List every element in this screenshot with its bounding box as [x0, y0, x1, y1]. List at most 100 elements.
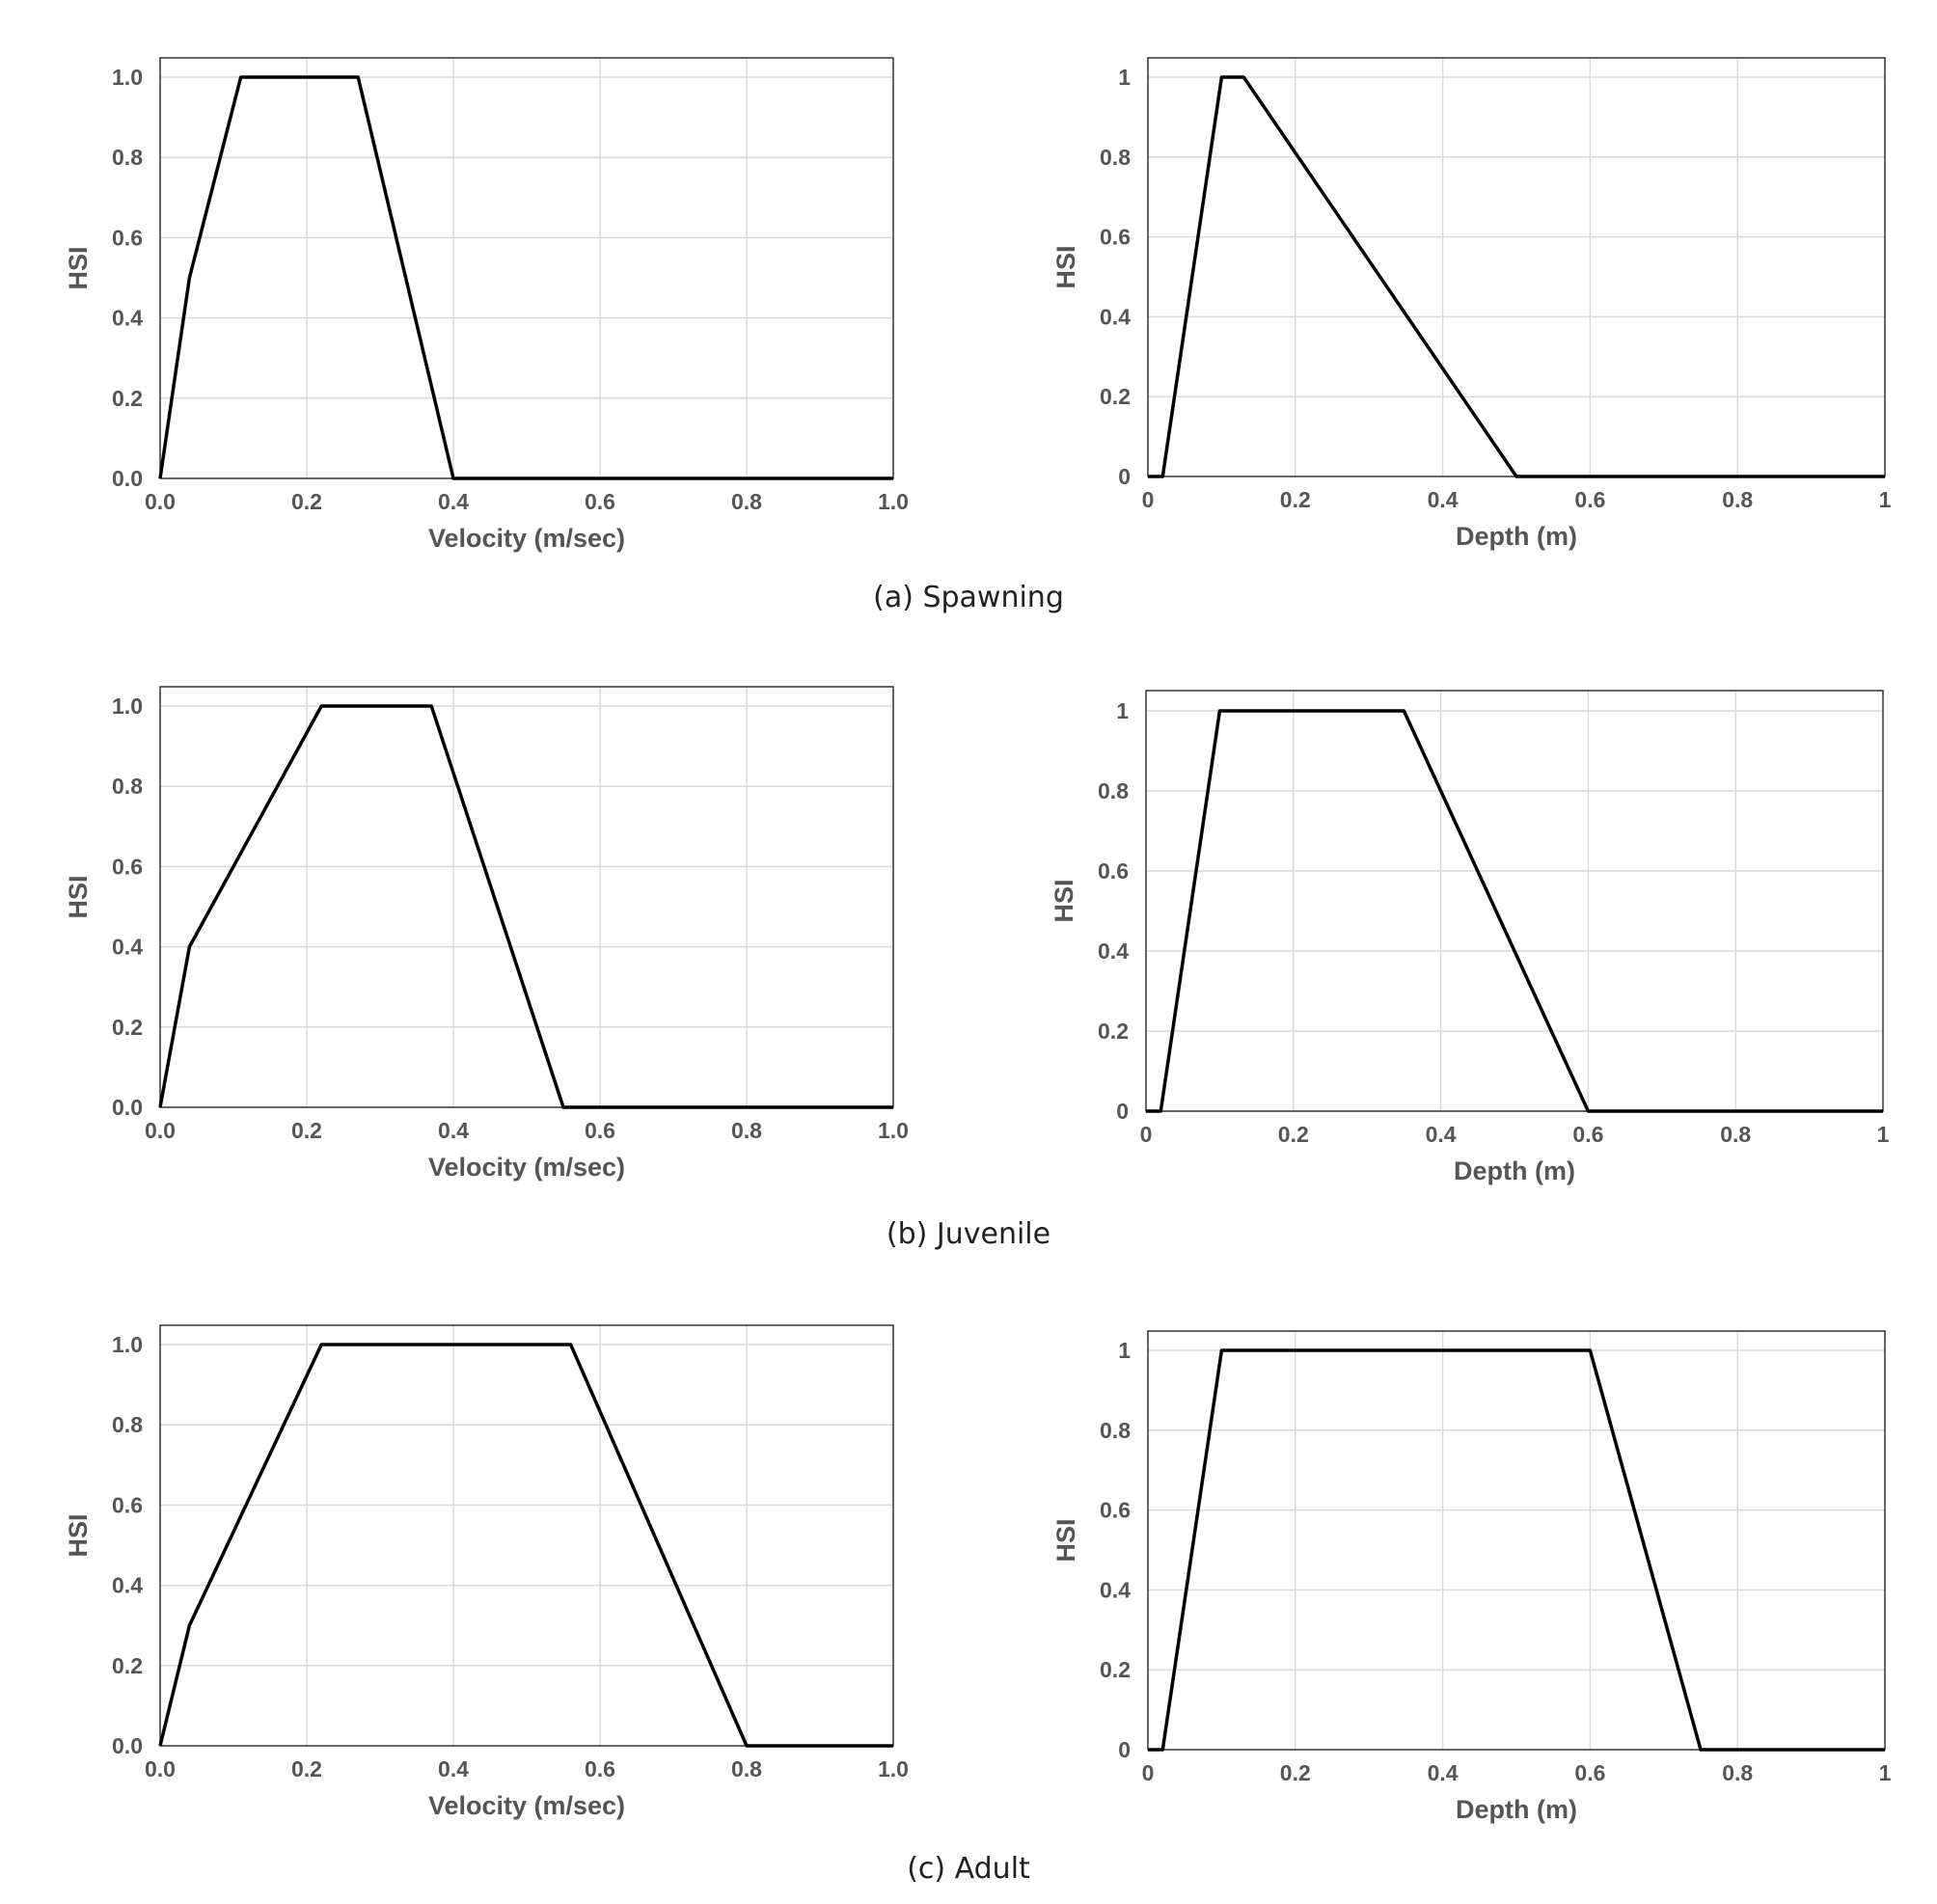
hsi-series-line	[1146, 709, 1883, 1113]
x-tick-label: 0.8	[1720, 1122, 1751, 1147]
caption-juvenile: (b) Juvenile	[886, 1217, 1051, 1251]
y-tick-label: 0.8	[1098, 778, 1129, 803]
y-tick-label: 0.6	[1100, 1498, 1131, 1523]
y-tick-label: 1.0	[112, 694, 143, 719]
y-tick-label: 0.4	[1098, 938, 1129, 964]
hsi-series-line	[158, 1343, 893, 1748]
x-tick-label: 0.2	[291, 1756, 322, 1782]
chart-panel-4: 0 0.2 0.4 0.6 0.8 1 0 0.2 0.4 0.6 0.8 1 Depth (m) HSI	[1050, 690, 1890, 1185]
y-axis-label: HSI	[64, 246, 93, 289]
plot-frame	[159, 57, 894, 479]
x-tick-label: 0.8	[731, 489, 762, 514]
plot-frame	[1147, 57, 1886, 477]
x-tick-label: 0.4	[438, 1118, 469, 1143]
y-tick-label: 0.2	[1098, 1019, 1129, 1044]
y-tick-label: 0	[1116, 1099, 1129, 1124]
y-tick-label: 0.8	[1100, 145, 1131, 170]
x-tick-label: 1	[1879, 1760, 1892, 1785]
x-axis-label: Depth (m)	[1454, 1156, 1575, 1185]
x-tick-label: 0	[1142, 1760, 1155, 1785]
y-tick-label: 0.2	[1100, 1657, 1131, 1682]
caption-adult: (c) Adult	[907, 1852, 1030, 1886]
y-tick-label: 0.8	[112, 145, 143, 170]
y-tick-label: 0	[1118, 464, 1131, 489]
y-tick-label: 0.8	[1100, 1418, 1131, 1443]
y-tick-label: 0.6	[112, 854, 143, 879]
y-tick-label: 0.4	[112, 1573, 143, 1598]
y-tick-label: 0.0	[112, 1095, 143, 1120]
x-tick-label: 0.6	[585, 489, 615, 514]
y-axis-label: HSI	[64, 875, 93, 918]
chart-panel-2: 0 0.2 0.4 0.6 0.8 1 0 0.2 0.4 0.6 0.8 1 Depth (m) HSI	[1051, 57, 1892, 551]
y-tick-label: 0.0	[112, 1733, 143, 1758]
x-tick-label: 0.6	[585, 1756, 615, 1782]
x-tick-label: 0.8	[1722, 487, 1753, 512]
x-tick-label: 0.2	[291, 489, 322, 514]
x-tick-label: 1.0	[878, 1118, 909, 1143]
hsi-series-line	[158, 75, 893, 480]
x-tick-label: 0.4	[1426, 1122, 1457, 1147]
y-tick-label: 0.4	[112, 935, 143, 960]
y-tick-label: 0.2	[112, 386, 143, 411]
x-tick-label: 0.4	[438, 1756, 469, 1782]
x-tick-label: 0.8	[731, 1118, 762, 1143]
chart-panel-6: 0 0.2 0.4 0.6 0.8 1 0 0.2 0.4 0.6 0.8 1 Depth (m) HSI	[1051, 1330, 1892, 1824]
y-tick-label: 0.2	[112, 1653, 143, 1678]
x-tick-label: 1.0	[878, 489, 909, 514]
x-tick-label: 0.0	[145, 1118, 176, 1143]
plot-frame	[159, 1324, 894, 1747]
hsi-series-line	[1148, 75, 1885, 478]
x-tick-label: 0.0	[145, 489, 176, 514]
y-tick-label: 1.0	[112, 1332, 143, 1357]
x-tick-label: 1.0	[878, 1756, 909, 1782]
chart-panel-5: 0.0 0.2 0.4 0.6 0.8 1.0 0.0 0.2 0.4 0.6 0.8 1.0 Velo…	[64, 1324, 909, 1820]
y-axis-label: HSI	[1050, 879, 1078, 922]
y-tick-label: 1	[1118, 65, 1131, 90]
x-axis-label: Depth (m)	[1456, 522, 1577, 551]
x-tick-label: 0.2	[1280, 1760, 1311, 1785]
x-tick-label: 0.6	[1574, 1760, 1605, 1785]
x-axis-label: Depth (m)	[1456, 1795, 1577, 1824]
caption-spawning: (a) Spawning	[873, 581, 1064, 614]
y-tick-label: 0.8	[112, 1412, 143, 1437]
x-axis-label: Velocity (m/sec)	[428, 1791, 625, 1820]
hsi-series-line	[1148, 1348, 1885, 1752]
y-tick-label: 1	[1118, 1338, 1131, 1363]
x-tick-label: 1	[1877, 1122, 1890, 1147]
y-tick-label: 1.0	[112, 65, 143, 90]
x-tick-label: 0.2	[291, 1118, 322, 1143]
x-tick-label: 0.4	[1428, 487, 1459, 512]
y-tick-label: 0.6	[1100, 225, 1131, 250]
plot-frame	[159, 686, 894, 1108]
x-tick-label: 1	[1879, 487, 1892, 512]
y-tick-label: 0.6	[1098, 858, 1129, 884]
x-tick-label: 0.2	[1278, 1122, 1309, 1147]
y-tick-label: 1	[1116, 698, 1129, 723]
plot-frame	[1147, 1330, 1886, 1751]
plot-frame	[1145, 690, 1884, 1112]
y-axis-label: HSI	[1051, 1518, 1080, 1562]
y-tick-label: 0.4	[1100, 1577, 1131, 1602]
x-tick-label: 0.6	[585, 1118, 615, 1143]
x-tick-label: 0	[1142, 487, 1155, 512]
hsi-series-line	[158, 704, 893, 1109]
chart-panel-3: 0.0 0.2 0.4 0.6 0.8 1.0 0.0 0.2 0.4 0.6 0.8 1.0 Velo…	[64, 686, 909, 1182]
x-tick-label: 0.8	[1722, 1760, 1753, 1785]
x-tick-label: 0.0	[145, 1756, 176, 1782]
y-tick-label: 0.8	[112, 774, 143, 799]
x-tick-label: 0.4	[1428, 1760, 1459, 1785]
x-axis-label: Velocity (m/sec)	[428, 1153, 625, 1182]
x-tick-label: 0.2	[1280, 487, 1311, 512]
y-tick-label: 0.4	[112, 306, 143, 331]
y-tick-label: 0	[1118, 1737, 1131, 1762]
y-axis-label: HSI	[64, 1513, 93, 1557]
x-axis-label: Velocity (m/sec)	[428, 524, 625, 553]
x-tick-label: 0.6	[1574, 487, 1605, 512]
y-tick-label: 0.2	[112, 1015, 143, 1040]
x-tick-label: 0	[1140, 1122, 1153, 1147]
y-tick-label: 0.6	[112, 225, 143, 250]
x-tick-label: 0.4	[438, 489, 469, 514]
y-tick-label: 0.0	[112, 466, 143, 491]
x-tick-label: 0.8	[731, 1756, 762, 1782]
